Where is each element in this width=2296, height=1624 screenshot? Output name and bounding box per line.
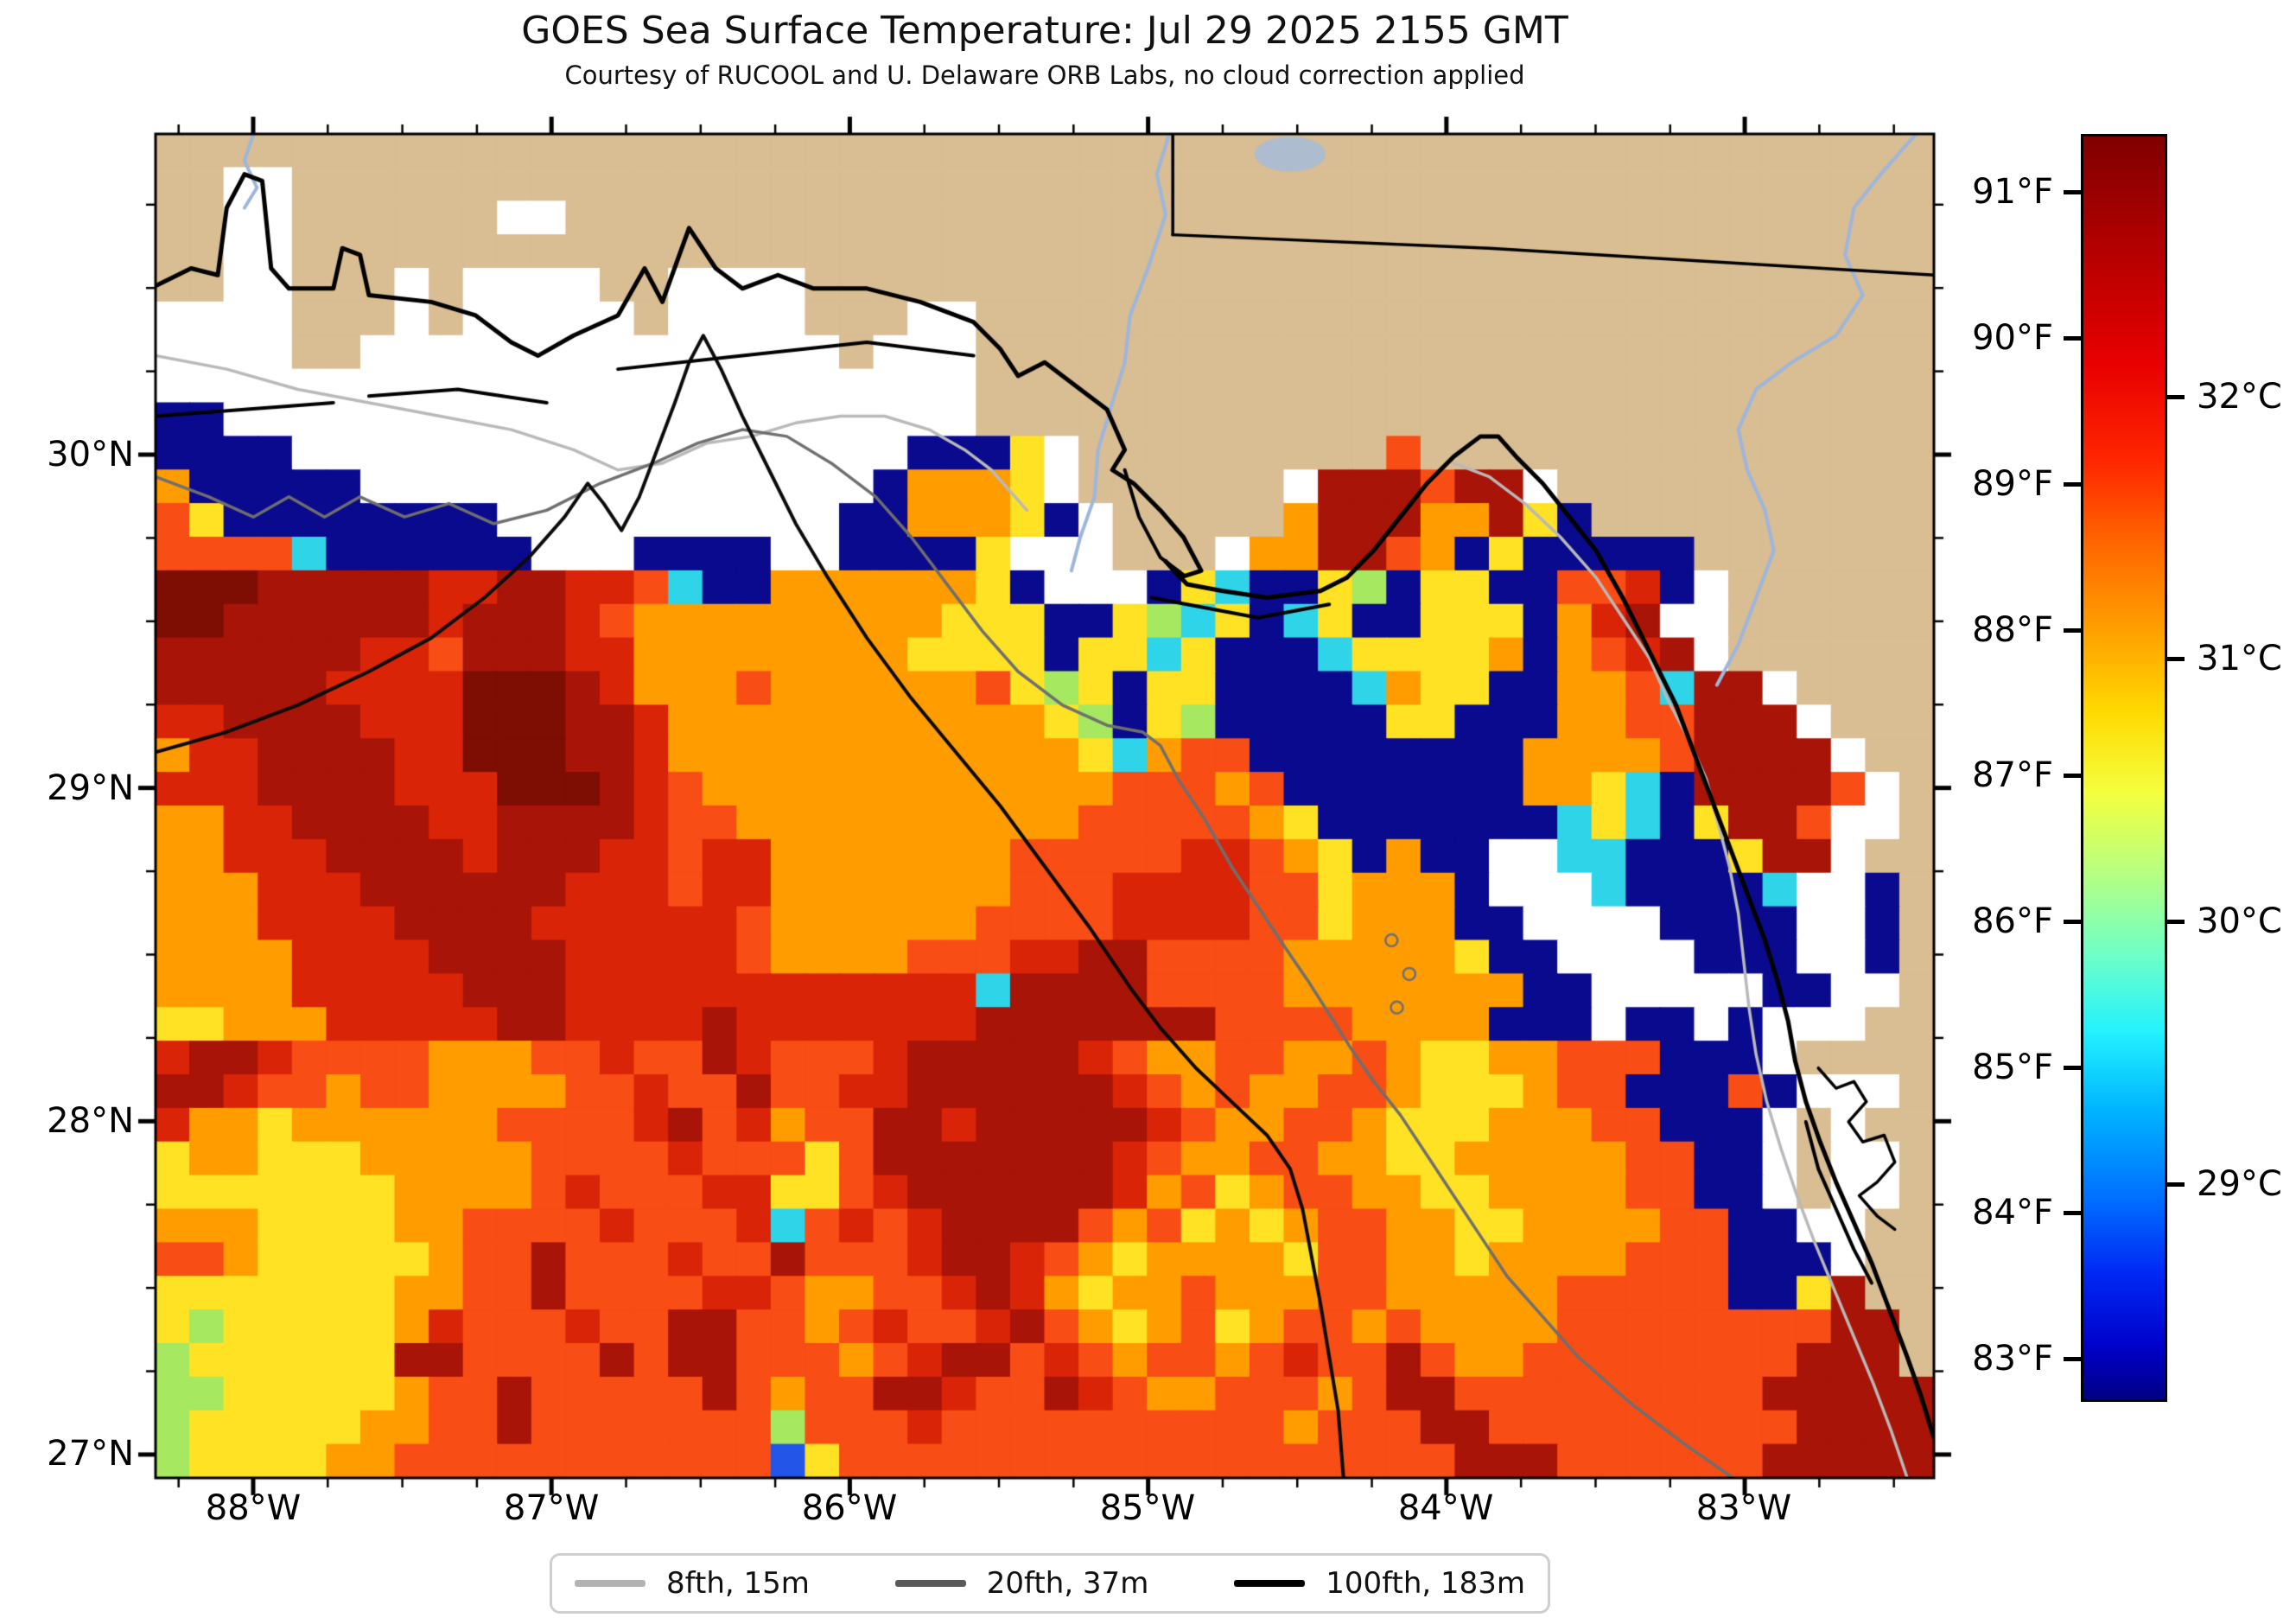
colorbar-f-label: 88°F — [1972, 609, 2053, 650]
colorbar-f-label: 85°F — [1972, 1047, 2053, 1087]
colorbar-f-tick — [2064, 190, 2081, 195]
colorbar-c-tick — [2167, 657, 2185, 662]
colorbar-c-label: 29°C — [2197, 1163, 2282, 1204]
colorbar-f-tick — [2064, 627, 2081, 633]
colorbar-c-tick — [2167, 394, 2185, 399]
colorbar-f-tick — [2064, 774, 2081, 779]
colorbar-f-label: 90°F — [1972, 318, 2053, 359]
colorbar-f-label: 83°F — [1972, 1339, 2053, 1379]
colorbar-f-label: 84°F — [1972, 1193, 2053, 1233]
legend-item-8fth: 8fth, 15m — [575, 1566, 810, 1601]
colorbar-c-label: 32°C — [2197, 376, 2282, 417]
lon-tick-label: 84°W — [1397, 1488, 1494, 1528]
colorbar-c-tick — [2167, 920, 2185, 924]
100fth-line-swatch — [1234, 1580, 1306, 1587]
colorbar-f-label: 86°F — [1972, 901, 2053, 941]
colorbar-c-label: 30°C — [2197, 901, 2282, 941]
20fth-line-swatch — [894, 1580, 966, 1587]
lon-tick-label: 88°W — [205, 1488, 302, 1528]
lon-tick-label: 83°W — [1695, 1488, 1792, 1528]
lon-tick-label: 86°W — [801, 1488, 898, 1528]
colorbar-f-label: 87°F — [1972, 755, 2053, 796]
legend-label-100fth: 100fth, 183m — [1326, 1566, 1525, 1601]
bathymetry-legend: 8fth, 15m 20fth, 37m 100fth, 183m — [550, 1553, 1550, 1614]
colorbar-f-tick — [2064, 1065, 2081, 1070]
lon-tick-label: 85°W — [1099, 1488, 1196, 1528]
legend-item-100fth: 100fth, 183m — [1234, 1566, 1525, 1601]
colorbar — [2081, 134, 2167, 1402]
legend-item-20fth: 20fth, 37m — [894, 1566, 1149, 1601]
colorbar-f-label: 89°F — [1972, 463, 2053, 504]
colorbar-f-tick — [2064, 1211, 2081, 1216]
lat-tick-label: 30°N — [47, 435, 134, 475]
colorbar-f-tick — [2064, 1357, 2081, 1362]
colorbar-f-label: 91°F — [1972, 172, 2053, 213]
legend-label-8fth: 8fth, 15m — [666, 1566, 810, 1601]
colorbar-c-label: 31°C — [2197, 639, 2282, 679]
legend-label-20fth: 20fth, 37m — [986, 1566, 1149, 1601]
colorbar-c-tick — [2167, 1181, 2185, 1187]
lat-tick-label: 28°N — [47, 1100, 134, 1141]
lat-tick-label: 29°N — [47, 767, 134, 808]
8fth-line-swatch — [575, 1580, 646, 1587]
colorbar-f-tick — [2064, 336, 2081, 341]
colorbar-f-tick — [2064, 481, 2081, 487]
page-title: GOES Sea Surface Temperature: Jul 29 202… — [521, 9, 1568, 53]
lat-tick-label: 27°N — [47, 1434, 134, 1474]
page-subtitle: Courtesy of RUCOOL and U. Delaware ORB L… — [564, 61, 1525, 90]
colorbar-f-tick — [2064, 920, 2081, 924]
lon-tick-label: 87°W — [503, 1488, 600, 1528]
